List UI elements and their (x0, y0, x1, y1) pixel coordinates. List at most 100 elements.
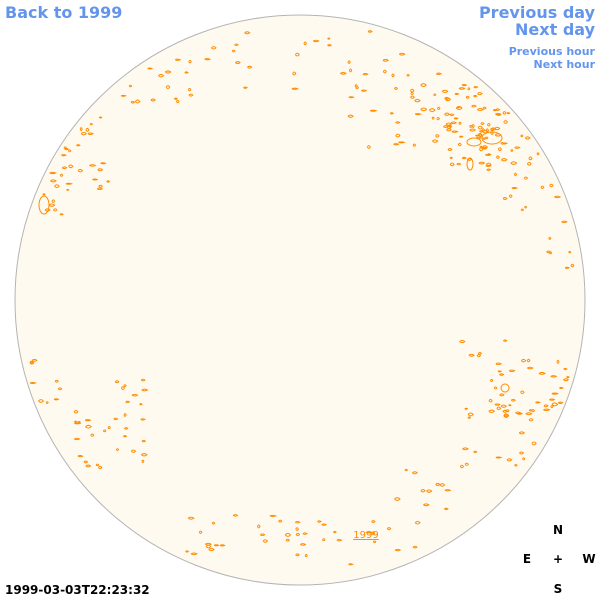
contour-mark (84, 419, 92, 422)
contour-mark (485, 164, 492, 167)
contour-mark (140, 418, 146, 421)
contour-mark (467, 87, 471, 91)
contour-mark (389, 112, 394, 115)
contour-mark (526, 358, 531, 363)
contour-mark (568, 250, 572, 254)
previous-hour-link[interactable]: Previous hour (508, 45, 595, 58)
contour-mark (462, 447, 469, 451)
contour-mark (187, 516, 195, 520)
contour-mark (107, 425, 111, 430)
contour-mark (446, 125, 452, 130)
contour-mark (471, 124, 475, 128)
contour-mark (68, 164, 74, 169)
contour-mark (514, 464, 518, 467)
back-to-year-link[interactable]: Back to 1999 (5, 3, 123, 22)
contour-mark (484, 136, 489, 140)
contour-mark (436, 116, 440, 121)
contour-mark (488, 398, 493, 403)
contour-mark (538, 371, 546, 375)
contour-mark (79, 127, 83, 132)
next-day-link[interactable]: Next day (515, 20, 595, 39)
contour-mark (313, 39, 320, 43)
contour-mark (561, 220, 568, 224)
contour-mark (295, 527, 299, 532)
contour-mark (59, 213, 64, 216)
contour-mark (77, 455, 84, 458)
contour-mark (125, 400, 131, 404)
contour-mark (89, 122, 94, 126)
contour-mark (130, 449, 137, 453)
contour-mark (29, 381, 37, 385)
contour-mark (435, 134, 440, 138)
contour-mark (487, 123, 491, 127)
contour-mark (511, 186, 519, 190)
contour-mark (115, 448, 120, 451)
contour-mark (256, 524, 261, 529)
contour-mark (406, 74, 410, 77)
contour-mark (65, 182, 74, 185)
contour-mark (347, 114, 354, 118)
contour-mark (535, 401, 541, 404)
compass-west: W (582, 552, 596, 566)
contour-mark (461, 156, 467, 160)
contour-mark (528, 156, 533, 161)
contour-mark (96, 187, 104, 190)
contour-mark (140, 453, 148, 457)
contour-mark (478, 161, 486, 165)
contour-mark (414, 98, 421, 103)
contour-mark (564, 266, 570, 269)
contour-mark (120, 386, 125, 391)
contour-mark (412, 471, 418, 475)
contour-mark (488, 409, 496, 414)
contour-mark (141, 439, 147, 443)
next-hour-link[interactable]: Next hour (533, 58, 596, 71)
contour-mark (489, 378, 494, 382)
contour-mark (518, 431, 526, 435)
contour-mark (74, 420, 78, 423)
contour-mark (393, 143, 400, 146)
contour-mark (284, 532, 292, 537)
contour-mark (410, 95, 415, 99)
contour-mark (456, 162, 462, 166)
previous-day-link[interactable]: Previous day (478, 3, 595, 22)
contour-mark (469, 125, 473, 128)
contour-mark (211, 46, 217, 50)
compass-east: E (522, 552, 532, 566)
contour-mark (556, 359, 560, 364)
contour-mark (473, 85, 479, 89)
timestamp-label: 1999-03-03T22:23:32 (5, 583, 150, 597)
year-link[interactable]: 1999 (353, 530, 378, 541)
contour-mark (436, 106, 441, 111)
contour-mark (473, 450, 478, 454)
contour-mark (95, 463, 100, 467)
contour-mark (510, 161, 518, 165)
contour-mark (404, 468, 409, 472)
contour-mark (213, 544, 220, 547)
contour-mark (458, 121, 462, 125)
contour-mark (302, 532, 308, 535)
contour-mark (205, 544, 212, 549)
contour-mark (185, 550, 190, 553)
contour-mark (399, 52, 406, 56)
contour-mark (482, 129, 489, 134)
contour-mark (45, 401, 49, 405)
contour-mark (391, 73, 395, 78)
contour-mark (243, 86, 248, 89)
contour-mark (467, 416, 472, 419)
contour-mark (441, 89, 449, 93)
contour-mark (173, 97, 178, 100)
contour-mark (113, 417, 119, 421)
contour-mark (187, 87, 192, 92)
contour-mark (520, 390, 525, 395)
contour-mark (61, 166, 68, 170)
contour-mark (414, 520, 421, 525)
contour-mark (550, 375, 558, 378)
contour-mark (477, 91, 483, 96)
contour-mark (431, 116, 435, 120)
contour-mark (97, 168, 104, 172)
contour-mark (366, 145, 371, 149)
contour-mark (495, 113, 502, 116)
contour-mark (198, 530, 203, 534)
contour-mark (469, 128, 477, 132)
